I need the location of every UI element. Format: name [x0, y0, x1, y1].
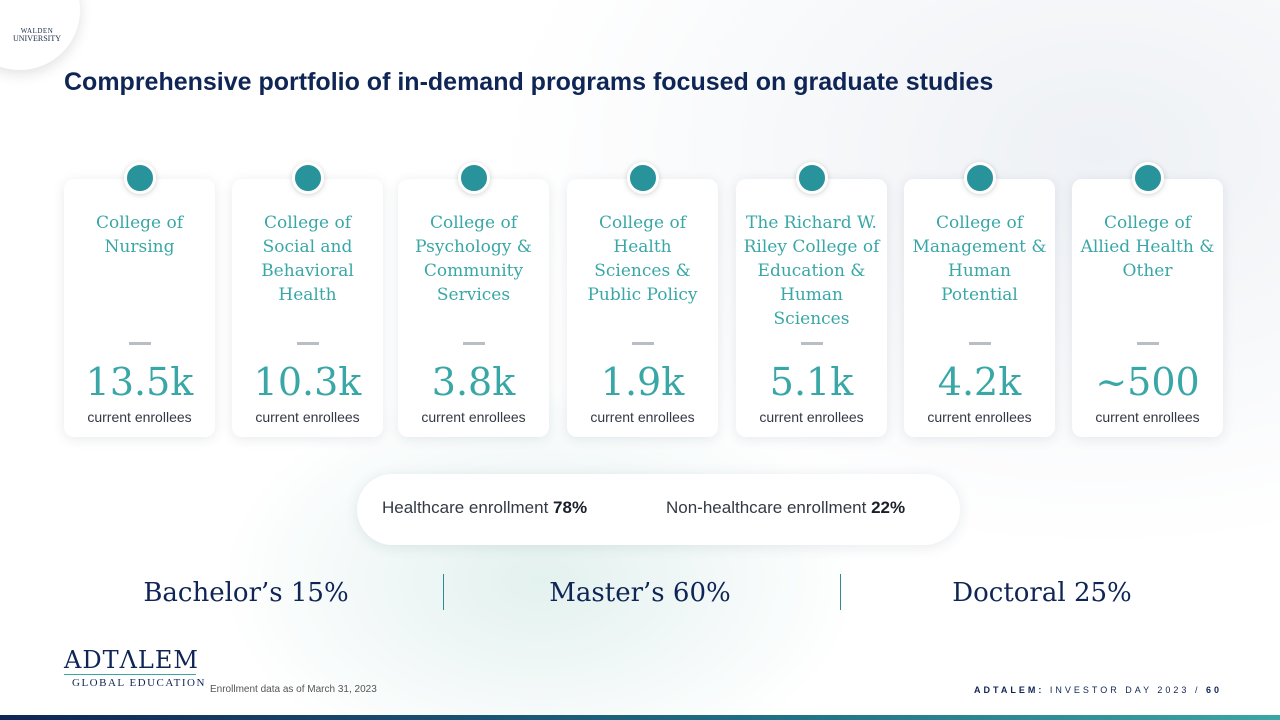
college-card: College of Nursing 13.5k current enrolle…: [64, 162, 215, 437]
adtalem-logo-tagline: GLOBAL EDUCATION: [72, 677, 206, 689]
card-dot-icon: [123, 162, 156, 194]
enrollee-label: current enrollees: [87, 409, 192, 425]
card-dot-icon: [626, 162, 659, 194]
college-card: College of Management & Human Potential …: [904, 162, 1055, 437]
college-card: College of Allied Health & Other ~500 cu…: [1072, 162, 1223, 437]
bottom-accent-bar: [0, 715, 1280, 720]
page-number: 60: [1205, 685, 1222, 695]
college-name: College of Health Sciences & Public Poli…: [587, 213, 698, 305]
card-dot-icon: [291, 162, 324, 194]
footer-event: INVESTOR DAY 2023: [1049, 685, 1190, 695]
enrollee-count: ~500: [1095, 360, 1200, 404]
card-divider: [1136, 342, 1159, 345]
enrollee-label: current enrollees: [590, 409, 695, 425]
enrollment-split-pill: Healthcare enrollment 78% Non-healthcare…: [357, 474, 960, 545]
degree-doctoral: Doctoral 25%: [952, 578, 1132, 608]
non-healthcare-enrollment-value: 22%: [871, 498, 906, 517]
degree-masters: Master’s 60%: [549, 578, 731, 608]
enrollee-count: 3.8k: [431, 360, 516, 404]
card-divider: [128, 342, 151, 345]
non-healthcare-enrollment: Non-healthcare enrollment 22%: [666, 498, 905, 518]
college-name: The Richard W. Riley College of Educatio…: [743, 213, 880, 329]
walden-logo-line1: WALDEN: [20, 27, 54, 35]
card-dot-icon: [457, 162, 490, 194]
card-dot-icon: [1131, 162, 1164, 194]
footer-separator: /: [1194, 685, 1201, 695]
enrollee-count: 1.9k: [600, 360, 685, 404]
card-divider: [631, 342, 654, 345]
walden-logo-line2: UNIVERSITY: [13, 34, 61, 43]
enrollee-count: 13.5k: [85, 360, 194, 404]
college-name: College of Management & Human Potential: [912, 213, 1047, 305]
degree-divider: [840, 574, 841, 610]
card-dot-icon: [795, 162, 828, 194]
college-name: College of Allied Health & Other: [1080, 213, 1215, 281]
enrollee-label: current enrollees: [759, 409, 864, 425]
enrollee-count: 4.2k: [937, 360, 1022, 404]
college-name: College of Psychology & Community Servic…: [415, 213, 532, 305]
footer-company: ADTALEM:: [974, 685, 1045, 695]
adtalem-logo: ADTΛLEM: [64, 646, 199, 674]
college-card: College of Health Sciences & Public Poli…: [567, 162, 718, 437]
walden-logo: WALDEN UNIVERSITY: [10, 27, 64, 43]
enrollee-label: current enrollees: [1095, 409, 1200, 425]
card-divider: [462, 342, 485, 345]
healthcare-enrollment-label: Healthcare enrollment: [382, 498, 549, 517]
footer-slide-info: ADTALEM: INVESTOR DAY 2023 / 60: [974, 685, 1222, 695]
page-title: Comprehensive portfolio of in-demand pro…: [64, 68, 994, 96]
enrollment-footnote: Enrollment data as of March 31, 2023: [210, 684, 377, 695]
college-card: College of Psychology & Community Servic…: [398, 162, 549, 437]
enrollee-count: 10.3k: [253, 360, 362, 404]
enrollee-label: current enrollees: [927, 409, 1032, 425]
degree-divider: [443, 574, 444, 610]
enrollee-label: current enrollees: [421, 409, 526, 425]
healthcare-enrollment-value: 78%: [553, 498, 588, 517]
non-healthcare-enrollment-label: Non-healthcare enrollment: [666, 498, 867, 517]
adtalem-logo-rule: [64, 674, 196, 675]
healthcare-enrollment: Healthcare enrollment 78%: [382, 498, 587, 518]
card-divider: [800, 342, 823, 345]
card-divider: [296, 342, 319, 345]
card-dot-icon: [963, 162, 996, 194]
enrollee-count: 5.1k: [769, 360, 854, 404]
college-card: College of Social and Behavioral Health …: [232, 162, 383, 437]
degree-bachelors: Bachelor’s 15%: [143, 578, 349, 608]
college-name: College of Social and Behavioral Health: [261, 213, 354, 305]
enrollee-label: current enrollees: [255, 409, 360, 425]
card-divider: [968, 342, 991, 345]
college-card: The Richard W. Riley College of Educatio…: [736, 162, 887, 437]
college-name: College of Nursing: [95, 213, 184, 257]
